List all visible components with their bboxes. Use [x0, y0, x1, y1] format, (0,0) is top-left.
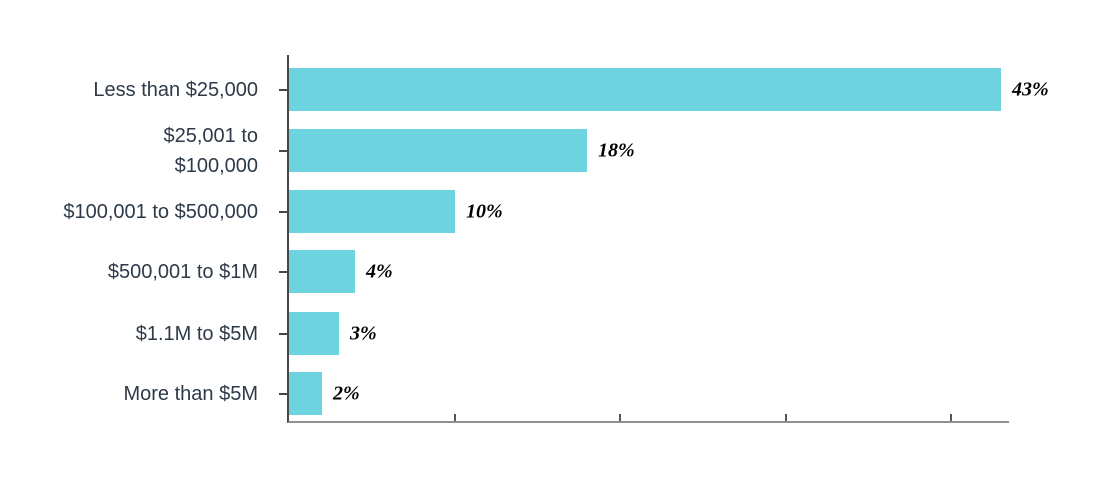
- bar: [289, 129, 587, 172]
- category-label: $1.1M to $5M: [135, 322, 258, 345]
- category-label: More than $5M: [123, 382, 258, 405]
- value-label: 2%: [333, 382, 360, 404]
- category-label: $500,001 to $1M: [107, 260, 258, 283]
- x-axis-tick: [950, 414, 952, 421]
- value-label: 10%: [466, 200, 503, 222]
- y-axis-tick: [279, 392, 287, 395]
- x-axis-tick: [454, 414, 456, 421]
- y-axis-tick: [279, 149, 287, 152]
- bar: [289, 312, 339, 355]
- y-axis-tick: [279, 88, 287, 91]
- value-label: 43%: [1012, 78, 1049, 100]
- x-axis-tick: [785, 414, 787, 421]
- value-label: 18%: [598, 139, 635, 161]
- x-axis-tick: [619, 414, 621, 421]
- plot-area: Less than $25,000 43% $25,001 to $100,000 1…: [63, 55, 1049, 423]
- bar: [289, 250, 355, 293]
- value-label: 3%: [350, 322, 377, 344]
- category-label: $100,001 to $500,000: [63, 200, 258, 223]
- value-label: 4%: [366, 260, 393, 282]
- category-label: $25,001 to $100,000: [163, 124, 258, 177]
- bar: [289, 68, 1001, 111]
- y-axis-tick: [279, 210, 287, 213]
- y-axis-tick: [279, 270, 287, 273]
- category-label: Less than $25,000: [93, 78, 258, 101]
- bar: [289, 190, 455, 233]
- bar: [289, 372, 322, 415]
- y-axis-tick: [279, 332, 287, 335]
